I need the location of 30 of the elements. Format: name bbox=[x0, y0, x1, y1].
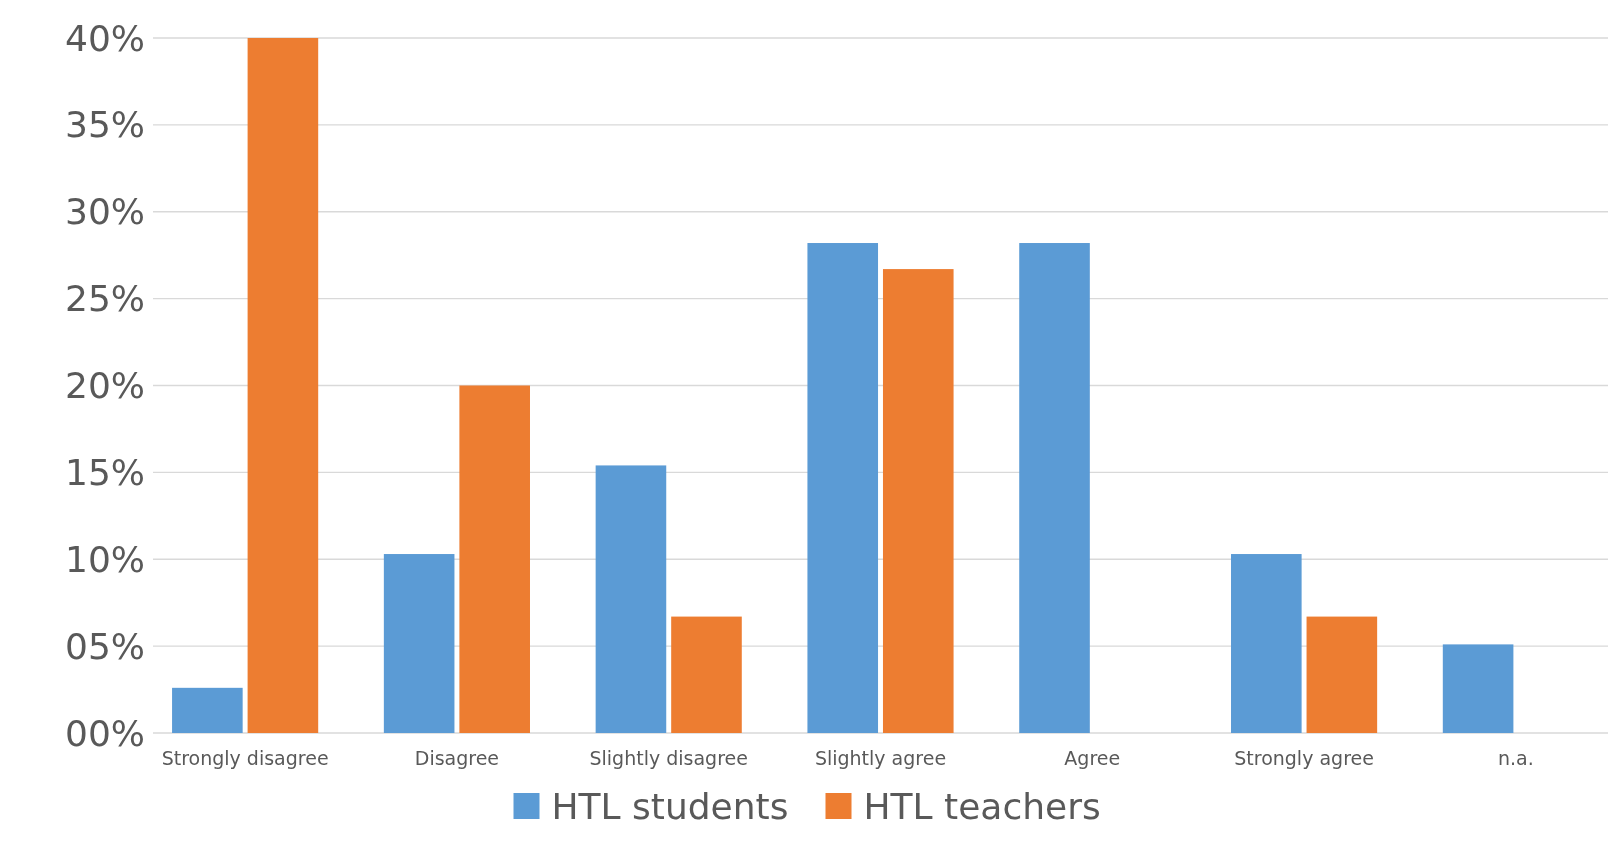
legend-label: HTL teachers bbox=[863, 785, 1101, 827]
bar bbox=[1019, 243, 1090, 733]
x-tick-label: Slightly agree bbox=[814, 747, 947, 769]
bar bbox=[459, 385, 530, 733]
y-tick-label: 40% bbox=[64, 17, 146, 59]
y-tick-label: 00% bbox=[64, 712, 146, 754]
y-tick-label: 05% bbox=[64, 625, 146, 667]
bar bbox=[807, 243, 879, 733]
bar bbox=[882, 269, 954, 733]
x-tick-label: Strongly disagree bbox=[161, 747, 329, 769]
y-tick-label: 20% bbox=[64, 365, 146, 406]
bar bbox=[1231, 554, 1302, 733]
bar bbox=[172, 687, 243, 733]
bar bbox=[247, 38, 319, 733]
y-tick-label: 25% bbox=[64, 278, 146, 320]
bar bbox=[595, 465, 667, 733]
y-tick-label: 30% bbox=[64, 191, 146, 233]
y-tick-label: 35% bbox=[64, 104, 146, 146]
y-tick-label: 10% bbox=[64, 538, 146, 580]
x-tick-label: Slightly disagree bbox=[589, 747, 748, 769]
bar bbox=[1306, 616, 1378, 733]
x-tick-label: Strongly agree bbox=[1234, 747, 1374, 769]
x-tick-label: Disagree bbox=[414, 747, 500, 769]
bar bbox=[1442, 644, 1514, 733]
x-tick-label: n.a. bbox=[1497, 747, 1534, 769]
x-tick-label: Agree bbox=[1064, 747, 1121, 769]
bar bbox=[671, 616, 742, 733]
legend-label: HTL students bbox=[551, 785, 789, 827]
y-tick-label: 15% bbox=[64, 451, 146, 493]
bar bbox=[383, 554, 455, 733]
